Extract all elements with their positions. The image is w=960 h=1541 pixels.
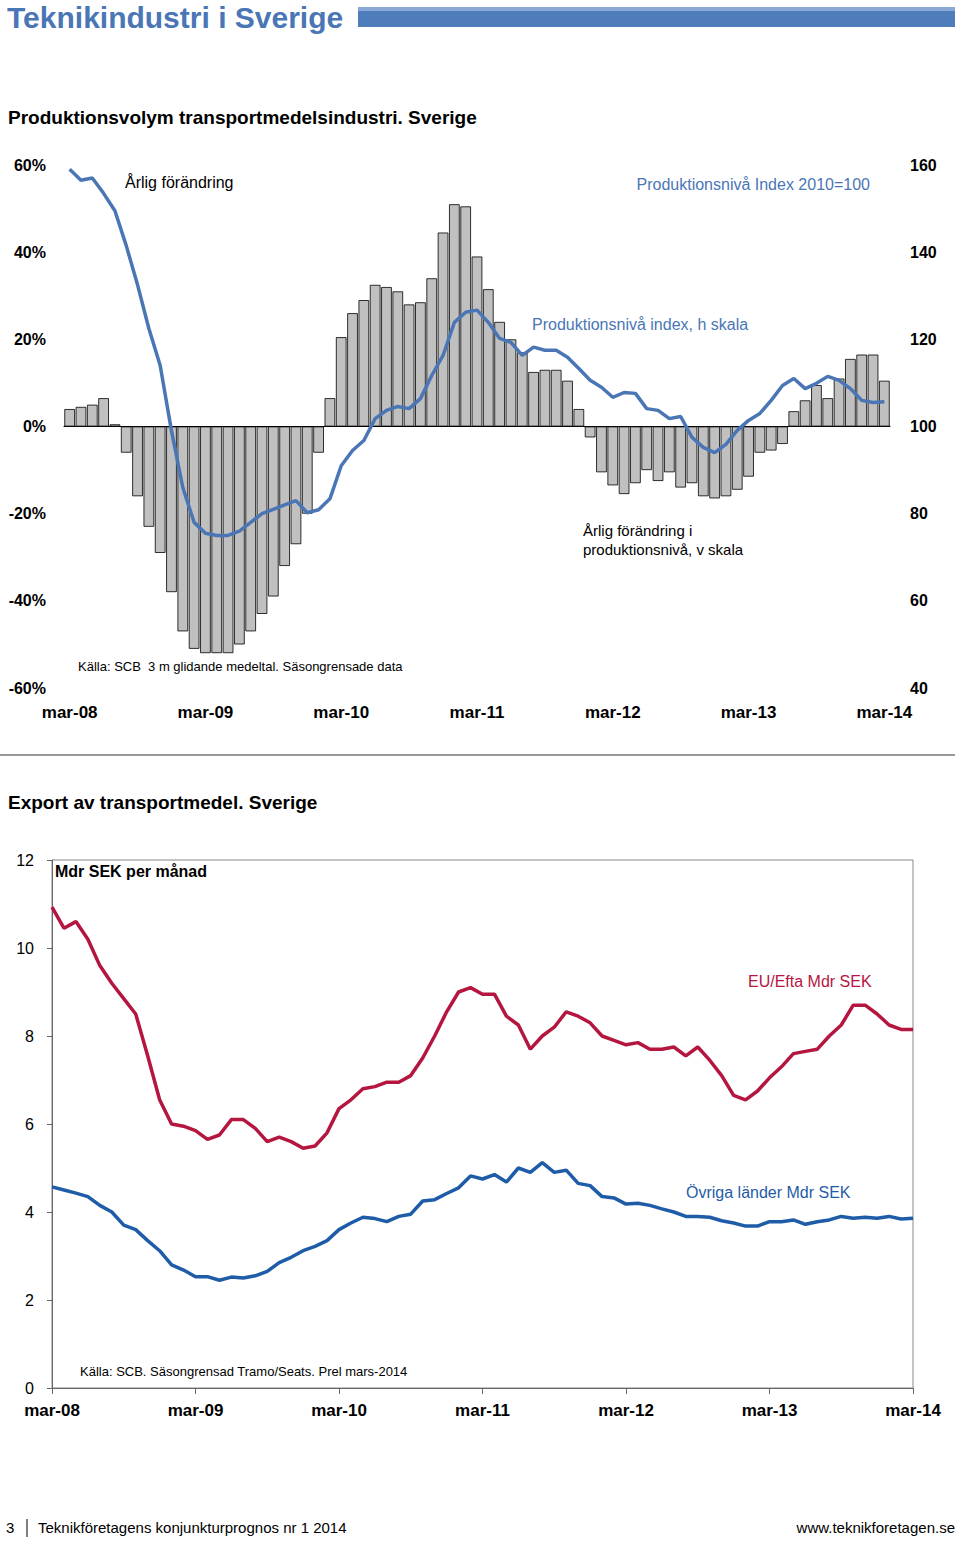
svg-text:60: 60 xyxy=(910,592,928,609)
svg-text:mar-12: mar-12 xyxy=(598,1401,654,1420)
svg-text:3: 3 xyxy=(6,1519,14,1536)
svg-text:www.teknikforetagen.se: www.teknikforetagen.se xyxy=(796,1519,955,1536)
svg-text:mar-11: mar-11 xyxy=(450,703,505,722)
svg-text:40: 40 xyxy=(910,680,928,697)
svg-text:-40%: -40% xyxy=(9,592,46,609)
svg-text:Källa: SCB. Säsongrensad Tramo: Källa: SCB. Säsongrensad Tramo/Seats. Pr… xyxy=(80,1364,407,1379)
svg-text:mar-13: mar-13 xyxy=(742,1401,798,1420)
svg-text:Mdr SEK per månad: Mdr SEK per månad xyxy=(55,863,207,880)
svg-text:Export av transportmedel. Sver: Export av transportmedel. Sverige xyxy=(8,792,317,813)
svg-text:Källa: SCB 3 m glidande medel: Källa: SCB 3 m glidande medeltal. Säsong… xyxy=(78,659,403,674)
svg-text:Årlig förändring: Årlig förändring xyxy=(125,173,234,191)
svg-text:mar-09: mar-09 xyxy=(178,703,234,722)
svg-text:8: 8 xyxy=(25,1028,34,1045)
svg-text:mar-10: mar-10 xyxy=(313,703,369,722)
svg-text:mar-14: mar-14 xyxy=(856,703,912,722)
svg-text:mar-12: mar-12 xyxy=(585,703,641,722)
svg-text:6: 6 xyxy=(25,1116,34,1133)
svg-text:-20%: -20% xyxy=(9,505,46,522)
svg-text:80: 80 xyxy=(910,505,928,522)
svg-text:20%: 20% xyxy=(14,331,46,348)
svg-text:120: 120 xyxy=(910,331,937,348)
svg-text:140: 140 xyxy=(910,244,937,261)
svg-text:mar-10: mar-10 xyxy=(311,1401,367,1420)
svg-text:mar-13: mar-13 xyxy=(721,703,777,722)
svg-text:Teknikföretagens konjunkturpro: Teknikföretagens konjunkturprognos nr 1 … xyxy=(38,1519,347,1536)
svg-text:10: 10 xyxy=(16,940,34,957)
svg-text:160: 160 xyxy=(910,157,937,174)
svg-text:mar-08: mar-08 xyxy=(42,703,98,722)
svg-text:Produktionsnivå Index 2010=100: Produktionsnivå Index 2010=100 xyxy=(636,176,870,193)
svg-text:40%: 40% xyxy=(14,244,46,261)
svg-text:mar-08: mar-08 xyxy=(24,1401,80,1420)
svg-text:Teknikindustri i Sverige: Teknikindustri i Sverige xyxy=(7,1,343,34)
svg-text:Övriga länder Mdr SEK: Övriga länder Mdr SEK xyxy=(686,1184,851,1201)
svg-text:100: 100 xyxy=(910,418,937,435)
svg-text:mar-11: mar-11 xyxy=(455,1401,510,1420)
svg-text:-60%: -60% xyxy=(9,680,46,697)
svg-text:60%: 60% xyxy=(14,157,46,174)
svg-text:0: 0 xyxy=(25,1380,34,1397)
svg-text:Produktionsnivå index, h skala: Produktionsnivå index, h skala xyxy=(532,316,748,333)
svg-text:Produktionsvolym transportmede: Produktionsvolym transportmedelsindustri… xyxy=(8,107,477,128)
svg-text:EU/Efta Mdr SEK: EU/Efta Mdr SEK xyxy=(748,973,872,990)
svg-text:produktionsnivå, v skala: produktionsnivå, v skala xyxy=(583,541,744,558)
svg-text:mar-14: mar-14 xyxy=(885,1401,941,1420)
svg-text:0%: 0% xyxy=(23,418,46,435)
svg-text:mar-09: mar-09 xyxy=(168,1401,224,1420)
svg-text:2: 2 xyxy=(25,1292,34,1309)
svg-text:Årlig förändring i: Årlig förändring i xyxy=(583,522,696,539)
svg-text:12: 12 xyxy=(16,852,34,869)
svg-text:4: 4 xyxy=(25,1204,34,1221)
